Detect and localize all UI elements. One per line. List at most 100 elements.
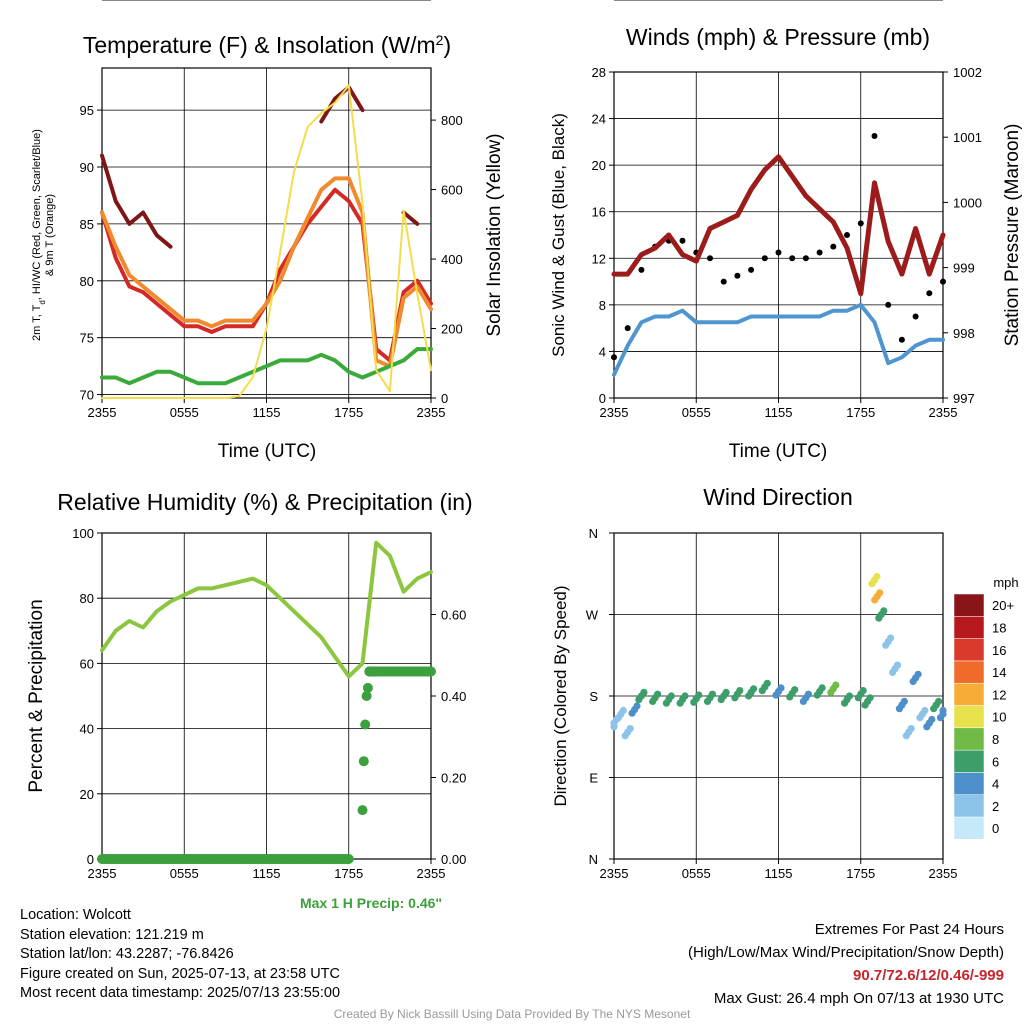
colorbar-swatch [953, 816, 985, 840]
y-tick-label: 75 [80, 331, 94, 346]
x-tick-label: 1755 [846, 405, 875, 420]
winds-xlabel: Time (UTC) [729, 441, 828, 462]
y-tick-label: 85 [80, 217, 94, 232]
series-gust [830, 243, 837, 250]
x-tick-label: 1155 [253, 405, 281, 420]
winds-panel: Winds (mph) & Pressure (mb) Time (UTC) S… [549, 24, 1023, 462]
winds-title: Winds (mph) & Pressure (mb) [626, 24, 930, 50]
x-tick-label: 2355 [929, 405, 958, 420]
y-tick-label: 70 [80, 388, 94, 403]
series-gust [679, 237, 686, 244]
direction-point [939, 706, 947, 715]
y-tick-label: 28 [592, 65, 606, 80]
direction-point [928, 715, 936, 724]
y-tick-label: 12 [592, 251, 606, 266]
series-gust [912, 313, 919, 320]
x-tick-label: 2355 [600, 866, 629, 881]
temperature-panel: Temperature (F) & Insolation (W/m2) Time… [31, 32, 505, 462]
panel-grid-2 [613, 0, 944, 399]
y-tick-label: 90 [80, 160, 94, 175]
direction-point [859, 687, 867, 695]
colorbar-label: 16 [992, 643, 1006, 658]
series-gust [707, 255, 713, 262]
y2-tick-label: 0.20 [441, 771, 466, 786]
elevation-text: Station elevation: 121.219 m [20, 926, 204, 943]
direction-point [873, 572, 881, 581]
series-gust [844, 232, 850, 238]
series-gust [748, 266, 755, 273]
location-text: Location: Wolcott [20, 907, 131, 923]
series-gust [720, 278, 727, 285]
wind-direction-panel: Wind Direction Direction (Colored By Spe… [551, 484, 1019, 807]
credit-text: Created By Nick Bassill Using Data Provi… [333, 1007, 691, 1021]
direction-point [887, 634, 895, 642]
colorbar-label: 12 [992, 687, 1006, 702]
colorbar-title: mph [993, 575, 1018, 590]
series-gust [885, 301, 892, 308]
direction-point [893, 661, 902, 669]
y-tick-label: 24 [592, 112, 606, 127]
colorbar-swatch [953, 749, 985, 773]
panel-grid-1 [101, 0, 432, 399]
direction-point [750, 685, 758, 693]
x-tick-label: 1755 [334, 866, 363, 881]
colorbar-label: 4 [992, 777, 999, 792]
direction-point [619, 706, 627, 715]
series-gust [898, 336, 905, 343]
series-gust [789, 255, 796, 262]
wind-direction-title: Wind Direction [703, 484, 853, 510]
y-tick-label: E [589, 771, 598, 786]
y-tick-label: 95 [80, 103, 94, 118]
colorbar-label: 10 [992, 710, 1006, 725]
direction-point [654, 690, 662, 698]
series-wind [612, 302, 945, 377]
series-gust [816, 249, 823, 256]
pressure-ylabel: Station Pressure (Maroon) [1002, 124, 1023, 347]
y2-tick-label: 800 [441, 113, 463, 128]
direction-point [818, 684, 826, 692]
x-tick-label: 1155 [765, 405, 793, 420]
colorbar-swatch [953, 616, 985, 639]
series-precip [361, 691, 372, 701]
colorbar-swatch [953, 727, 985, 751]
y2-tick-label: 0 [441, 391, 448, 406]
temperature-ylabel-line1: 2m T, Td, HI/WC (Red, Green, Scarlet/Blu… [31, 129, 47, 341]
x-tick-label: 1755 [334, 405, 363, 420]
y-tick-label: S [589, 689, 598, 704]
y-tick-label: 4 [599, 344, 606, 359]
x-tick-label: 2355 [417, 866, 446, 881]
series-precip [426, 666, 436, 677]
y2-tick-label: 200 [441, 322, 463, 337]
x-tick-label: 2355 [88, 866, 117, 881]
series-insolation [101, 84, 432, 399]
colorbar-label: 8 [992, 732, 999, 747]
direction-point [832, 681, 840, 689]
y2-tick-label: 1000 [953, 195, 982, 210]
direction-point [935, 697, 943, 706]
y2-tick-label: 998 [953, 326, 975, 341]
x-tick-label: 0555 [682, 866, 711, 881]
x-tick-label: 0555 [170, 866, 199, 881]
direction-point [681, 692, 689, 700]
y-tick-label: 8 [599, 298, 606, 313]
series-gust [611, 354, 617, 361]
humidity-ylabel: Percent & Precipitation [26, 599, 47, 792]
y-tick-label: 16 [592, 205, 606, 220]
y2-tick-label: 1001 [953, 130, 982, 145]
direction-point [914, 670, 922, 678]
series-gust [734, 272, 741, 279]
y-tick-label: 20 [592, 158, 606, 173]
direction-point [626, 725, 634, 733]
direction-point [633, 702, 641, 710]
direction-point [921, 706, 929, 715]
humidity-title: Relative Humidity (%) & Precipitation (i… [57, 489, 472, 515]
station-info: Location: Wolcott Station elevation: 121… [20, 906, 340, 1004]
x-tick-label: 2355 [88, 405, 117, 420]
colorbar-label: 0 [992, 821, 999, 836]
colorbar-swatch [953, 794, 985, 818]
direction-point [722, 688, 730, 697]
series-gust [926, 290, 933, 297]
temperature-title: Temperature (F) & Insolation (W/m2) [83, 32, 451, 58]
series-precip [360, 719, 371, 730]
created-text: Figure created on Sun, 2025-07-13, at 23… [20, 965, 340, 982]
